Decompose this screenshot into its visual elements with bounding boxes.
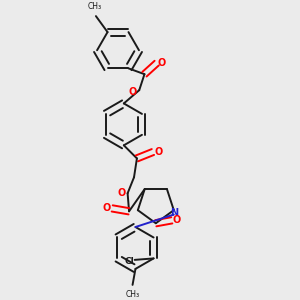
Text: Cl: Cl	[124, 257, 134, 266]
Text: O: O	[117, 188, 125, 198]
Text: N: N	[170, 208, 178, 218]
Text: O: O	[154, 147, 162, 157]
Text: O: O	[129, 87, 137, 97]
Text: O: O	[173, 215, 181, 225]
Text: O: O	[158, 58, 166, 68]
Text: CH₃: CH₃	[125, 290, 140, 299]
Text: CH₃: CH₃	[87, 2, 101, 11]
Text: O: O	[103, 203, 111, 213]
